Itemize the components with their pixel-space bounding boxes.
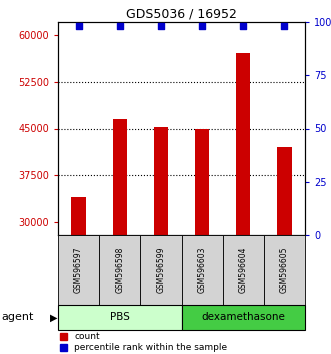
Legend: count, percentile rank within the sample: count, percentile rank within the sample xyxy=(58,331,229,354)
Bar xyxy=(58,305,181,330)
Text: GSM596597: GSM596597 xyxy=(74,247,83,293)
Text: GSM596604: GSM596604 xyxy=(239,247,248,293)
Bar xyxy=(264,235,305,305)
Bar xyxy=(58,235,99,305)
Text: agent: agent xyxy=(2,313,34,322)
Point xyxy=(158,23,164,29)
Bar xyxy=(277,147,292,354)
Title: GDS5036 / 16952: GDS5036 / 16952 xyxy=(126,8,237,21)
Text: GSM596603: GSM596603 xyxy=(198,247,207,293)
Text: dexamethasone: dexamethasone xyxy=(201,313,285,322)
Bar xyxy=(223,235,264,305)
Point xyxy=(241,23,246,29)
Point xyxy=(200,23,205,29)
Text: GSM596599: GSM596599 xyxy=(157,247,166,293)
Bar xyxy=(195,129,209,354)
Point xyxy=(117,23,122,29)
Bar xyxy=(181,305,305,330)
Bar xyxy=(236,53,251,354)
Text: GSM596598: GSM596598 xyxy=(115,247,124,293)
Bar xyxy=(154,127,168,354)
Point xyxy=(282,23,287,29)
Bar xyxy=(71,198,86,354)
Bar xyxy=(140,235,181,305)
Bar xyxy=(113,119,127,354)
Text: GSM596605: GSM596605 xyxy=(280,247,289,293)
Bar xyxy=(99,235,140,305)
Text: ▶: ▶ xyxy=(50,313,58,322)
Bar xyxy=(181,235,223,305)
Text: PBS: PBS xyxy=(110,313,130,322)
Point xyxy=(76,23,81,29)
